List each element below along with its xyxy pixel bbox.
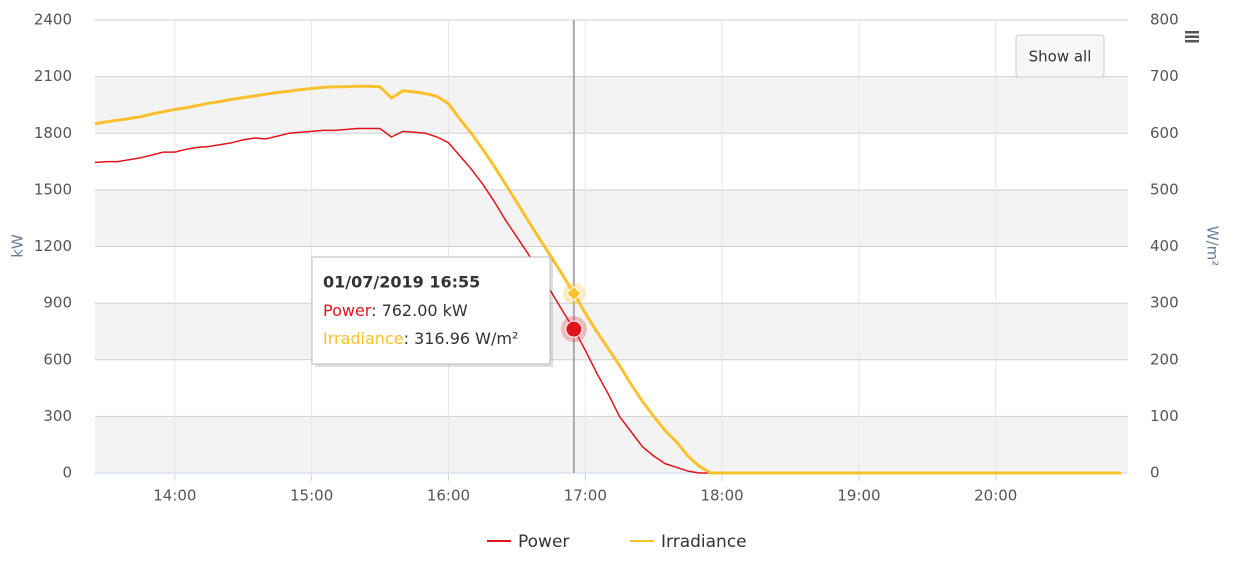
button-box[interactable] bbox=[1015, 34, 1105, 78]
y-tick-label: 600 bbox=[43, 350, 72, 368]
legend-label: Power bbox=[518, 532, 569, 552]
y-tick-label: 900 bbox=[43, 294, 72, 312]
y-tick-label: 1500 bbox=[34, 180, 72, 198]
y-tick-label: 2400 bbox=[34, 11, 72, 29]
tooltip-series-name: Power bbox=[323, 301, 372, 320]
show-all-button[interactable]: Show all bbox=[1015, 34, 1105, 78]
y2-tick-label: 0 bbox=[1150, 464, 1160, 482]
tooltip-row: Power: 762.00 kW bbox=[323, 301, 468, 320]
y-tick-label: 300 bbox=[43, 407, 72, 425]
y2-axis-title: W/m² bbox=[1204, 226, 1222, 267]
tooltip-row: Irradiance: 316.96 W/m² bbox=[323, 329, 518, 348]
y-axis-title: kW bbox=[9, 234, 27, 258]
x-tick-label: 18:00 bbox=[700, 487, 743, 505]
tooltip-value: : 316.96 W/m² bbox=[404, 329, 519, 348]
y2-tick-label: 400 bbox=[1150, 237, 1179, 255]
y2-tick-label: 100 bbox=[1150, 407, 1179, 425]
y2-tick-label: 700 bbox=[1150, 67, 1179, 85]
menu-icon[interactable] bbox=[1185, 31, 1199, 43]
y2-tick-label: 500 bbox=[1150, 180, 1179, 198]
series-line bbox=[94, 127, 1122, 474]
hover-marker bbox=[566, 285, 582, 302]
tooltip-value: : 762.00 kW bbox=[371, 301, 468, 320]
plot-band bbox=[95, 189, 1128, 247]
y-tick-label: 2100 bbox=[34, 67, 72, 85]
y2-tick-label: 600 bbox=[1150, 124, 1179, 142]
y2-tick-label: 800 bbox=[1150, 11, 1179, 29]
menu-bar[interactable] bbox=[1185, 40, 1199, 43]
x-tick-label: 14:00 bbox=[153, 487, 196, 505]
plot-band bbox=[95, 303, 1128, 360]
grid bbox=[95, 19, 1128, 481]
y-tick-label: 0 bbox=[62, 464, 72, 482]
legend: Power Irradiance bbox=[487, 532, 747, 552]
series-line bbox=[94, 84, 1122, 475]
tooltip-box bbox=[311, 256, 551, 365]
x-tick-label: 15:00 bbox=[290, 487, 333, 505]
button-label[interactable]: Show all bbox=[1029, 48, 1092, 66]
plot-band bbox=[95, 416, 1128, 473]
legend-label: Irradiance bbox=[661, 532, 747, 552]
tooltip: 01/07/2019 16:55 Power: 762.00 kW Irradian… bbox=[311, 256, 553, 367]
x-tick-label: 16:00 bbox=[427, 487, 470, 505]
x-tick-label: 19:00 bbox=[837, 487, 880, 505]
plot-bands bbox=[95, 76, 1128, 473]
x-tick-label: 20:00 bbox=[974, 487, 1017, 505]
menu-bar[interactable] bbox=[1185, 31, 1199, 34]
y-tick-label: 1200 bbox=[34, 237, 72, 255]
series-lines bbox=[94, 84, 1122, 475]
plot-band bbox=[95, 76, 1128, 134]
y2-tick-label: 300 bbox=[1150, 294, 1179, 312]
hover-marker bbox=[565, 320, 583, 338]
tooltip-title: 01/07/2019 16:55 bbox=[323, 273, 480, 292]
y-tick-label: 1800 bbox=[34, 124, 72, 142]
tooltip-series-name: Irradiance bbox=[323, 329, 404, 348]
x-tick-label: 17:00 bbox=[564, 487, 607, 505]
menu-bar[interactable] bbox=[1185, 35, 1199, 39]
y2-tick-label: 200 bbox=[1150, 350, 1179, 368]
